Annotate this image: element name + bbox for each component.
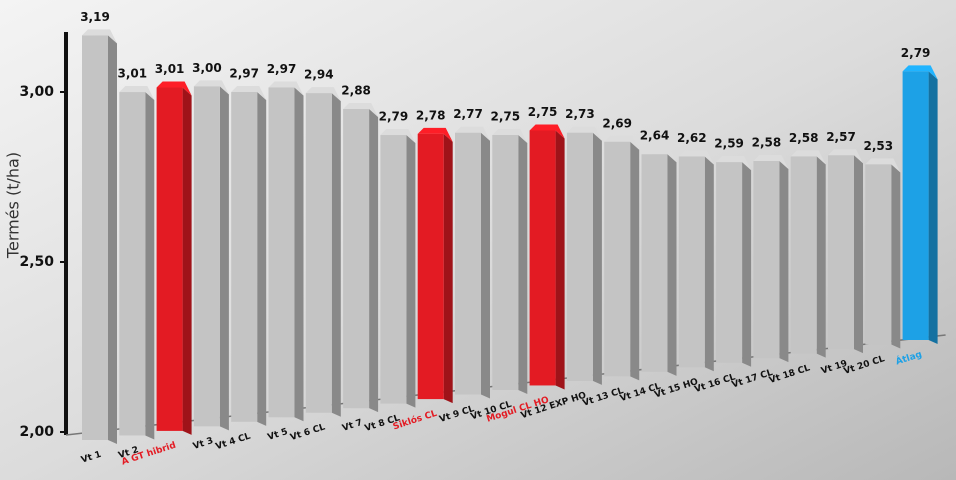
bar-top xyxy=(82,29,117,44)
bar xyxy=(865,164,892,345)
bar-top xyxy=(268,81,304,96)
bar-side xyxy=(257,92,267,426)
bar xyxy=(305,93,332,413)
bar-top xyxy=(455,126,490,141)
bar-top xyxy=(604,135,640,150)
bar-side xyxy=(108,35,117,445)
value-label: 2,58 xyxy=(752,135,782,149)
bar-side xyxy=(742,162,752,367)
bar-side xyxy=(854,155,863,354)
y-tick-label: 2,50 xyxy=(19,254,54,270)
value-label: 2,58 xyxy=(789,131,819,145)
bar-side xyxy=(369,108,379,413)
bar-top xyxy=(193,80,229,95)
bar xyxy=(231,92,258,422)
bar xyxy=(604,141,631,377)
value-label: 2,79 xyxy=(901,46,931,60)
bar xyxy=(82,35,108,441)
bar xyxy=(716,162,743,363)
bar xyxy=(678,156,705,368)
bar-top xyxy=(902,65,938,80)
value-label: 3,01 xyxy=(117,67,147,81)
y-tick-label: 2,00 xyxy=(19,424,54,440)
bar xyxy=(268,87,295,418)
y-tick-label: 3,00 xyxy=(19,84,54,100)
bar-side xyxy=(891,164,901,349)
value-label: 2,77 xyxy=(453,107,483,121)
bar-side xyxy=(406,135,416,408)
bar-side xyxy=(667,154,677,376)
value-label: 2,78 xyxy=(416,108,446,122)
value-label: 2,94 xyxy=(304,68,334,82)
bar-top xyxy=(380,129,416,144)
bar xyxy=(380,135,407,404)
value-label: 2,53 xyxy=(863,139,893,153)
bar-top xyxy=(417,127,453,142)
bar xyxy=(790,156,817,354)
bar-top xyxy=(865,158,901,173)
value-label: 2,69 xyxy=(602,116,632,130)
bar xyxy=(902,71,929,341)
bar xyxy=(455,132,481,395)
bar-top xyxy=(343,102,379,117)
value-label: 2,59 xyxy=(714,137,744,151)
bar-side xyxy=(592,132,602,385)
value-label: 2,97 xyxy=(229,67,259,81)
value-label: 2,57 xyxy=(826,130,856,144)
bar-top xyxy=(716,156,752,171)
value-label: 2,97 xyxy=(267,62,297,76)
bar xyxy=(119,92,146,436)
bar xyxy=(641,154,668,372)
bar-top xyxy=(566,126,602,141)
bar xyxy=(828,155,854,350)
bar-top xyxy=(119,86,155,101)
bar-top xyxy=(231,86,267,101)
value-label: 2,73 xyxy=(565,107,595,121)
bar-side xyxy=(219,86,229,431)
bar-top xyxy=(641,148,677,163)
bar-top xyxy=(828,149,863,164)
bar-top xyxy=(678,150,714,165)
bar xyxy=(529,130,556,386)
bar-top xyxy=(790,150,826,165)
bar-side xyxy=(555,130,565,390)
bar-top xyxy=(305,87,341,102)
bar xyxy=(566,132,593,381)
bar xyxy=(343,108,370,409)
bar-side xyxy=(928,71,938,345)
bar-top xyxy=(156,81,192,96)
y-axis-title: Termés (t/ha) xyxy=(4,152,23,259)
bar-side xyxy=(443,133,453,404)
value-label: 2,62 xyxy=(677,131,707,145)
bar xyxy=(417,133,444,400)
bar-top xyxy=(529,124,565,139)
value-label: 3,19 xyxy=(80,10,110,24)
bar xyxy=(753,160,780,359)
bar-side xyxy=(481,132,490,399)
value-label: 3,00 xyxy=(192,61,222,75)
bar-side xyxy=(145,92,155,440)
bar-side xyxy=(331,93,341,417)
value-label: 2,88 xyxy=(341,83,371,97)
value-label: 2,64 xyxy=(640,129,670,143)
bar-side xyxy=(294,87,304,422)
bar xyxy=(492,135,519,390)
value-label: 2,75 xyxy=(490,110,520,124)
bar-side xyxy=(630,141,640,381)
bar-top xyxy=(753,154,789,169)
bar-side xyxy=(816,156,826,358)
value-label: 2,79 xyxy=(379,110,409,124)
bar-side xyxy=(704,156,714,372)
bar-side xyxy=(779,160,789,363)
value-label: 3,01 xyxy=(155,62,185,76)
value-label: 2,75 xyxy=(528,105,558,119)
bar-top xyxy=(492,129,528,143)
bar xyxy=(156,87,183,431)
bar xyxy=(193,86,220,427)
bar-side xyxy=(182,87,192,435)
bar-side xyxy=(518,135,528,394)
